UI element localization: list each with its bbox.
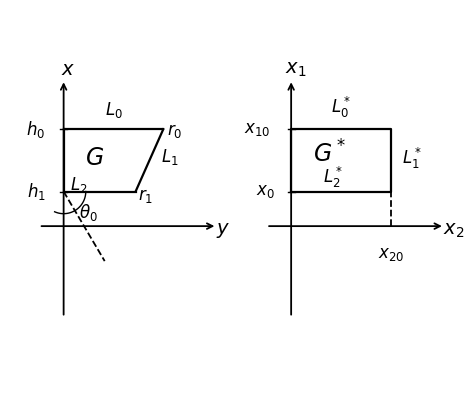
Text: $y$: $y$	[216, 222, 230, 241]
Text: $x_{20}$: $x_{20}$	[378, 245, 404, 262]
Text: $L_1^*$: $L_1^*$	[402, 146, 422, 171]
Text: $\theta_0$: $\theta_0$	[79, 202, 98, 223]
Text: $r_1$: $r_1$	[138, 188, 154, 205]
Text: $x_2$: $x_2$	[443, 222, 465, 240]
Text: $x$: $x$	[61, 62, 75, 79]
Text: $L_1$: $L_1$	[161, 147, 178, 167]
Text: $L_2$: $L_2$	[70, 175, 87, 195]
Text: $x_{10}$: $x_{10}$	[244, 121, 270, 138]
Text: $h_1$: $h_1$	[27, 181, 46, 202]
Text: $x_1$: $x_1$	[285, 61, 307, 79]
Text: $r_0$: $r_0$	[167, 122, 183, 141]
Text: $L_0^*$: $L_0^*$	[331, 94, 351, 119]
Text: $x_0$: $x_0$	[255, 183, 274, 200]
Text: $L_0$: $L_0$	[104, 100, 122, 119]
Text: $G$: $G$	[84, 147, 104, 170]
Text: $h_0$: $h_0$	[27, 119, 46, 140]
Text: $L_2^*$: $L_2^*$	[322, 165, 343, 190]
Text: $G^*$: $G^*$	[313, 141, 346, 168]
